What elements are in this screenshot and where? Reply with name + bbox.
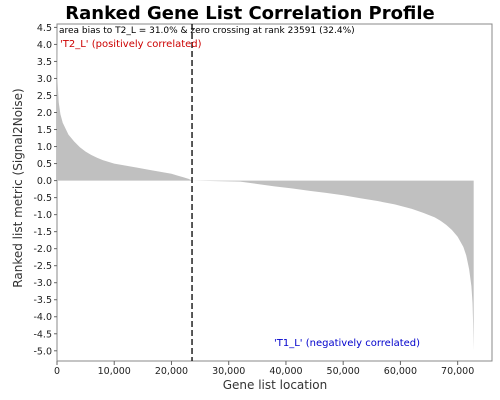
area-bias-annotation: area bias to T2_L = 31.0% & zero crossin… [59,26,355,36]
x-tick-label: 10,000 [98,366,131,377]
x-tick-label: 50,000 [327,366,360,377]
y-tick-label: -4.5 [33,329,52,340]
y-tick-label: -3.5 [33,295,52,306]
negative-label: 'T1_L' (negatively correlated) [274,338,420,349]
y-tick-label: 4.5 [37,23,52,34]
y-tick-label: 2.0 [37,108,52,119]
x-tick-label: 0 [54,366,60,377]
y-tick-label: 1.0 [37,142,52,153]
x-tick-label: 70,000 [441,366,474,377]
y-tick-label: -1.5 [33,227,52,238]
y-tick-label: -4.0 [33,312,52,323]
y-tick-label: -3.0 [33,278,52,289]
x-tick-label: 60,000 [384,366,417,377]
y-tick-label: -1.0 [33,210,52,221]
y-tick-label: 3.0 [37,74,52,85]
profile-area-series [57,34,474,351]
plot-area: 4.5 4.0 3.5 3.0 2.5 2.0 1.5 1.0 0.5 0.0 -0.5 -1.0 -1… [33,23,493,377]
y-tick-label: -2.0 [33,244,52,255]
positive-label: 'T2_L' (positively correlated) [60,39,202,50]
x-tick-label: 40,000 [269,366,302,377]
y-tick-label: 4.0 [37,40,52,51]
y-tick-label: 1.5 [37,125,52,136]
x-axis-label: Gene list location [223,378,328,392]
y-axis-label: Ranked list metric (Signal2Noise) [11,88,25,287]
chart-title: Ranked Gene List Correlation Profile [65,3,434,24]
y-tick-label: 3.5 [37,57,52,68]
x-tick-label: 30,000 [212,366,245,377]
y-tick-label: -5.0 [33,346,52,357]
x-tick-label: 20,000 [155,366,188,377]
y-tick-label: 0.0 [37,176,52,187]
y-tick-label: -0.5 [33,193,52,204]
y-tick-label: 0.5 [37,159,52,170]
y-tick-label: -2.5 [33,261,52,272]
y-tick-label: 2.5 [37,91,52,102]
